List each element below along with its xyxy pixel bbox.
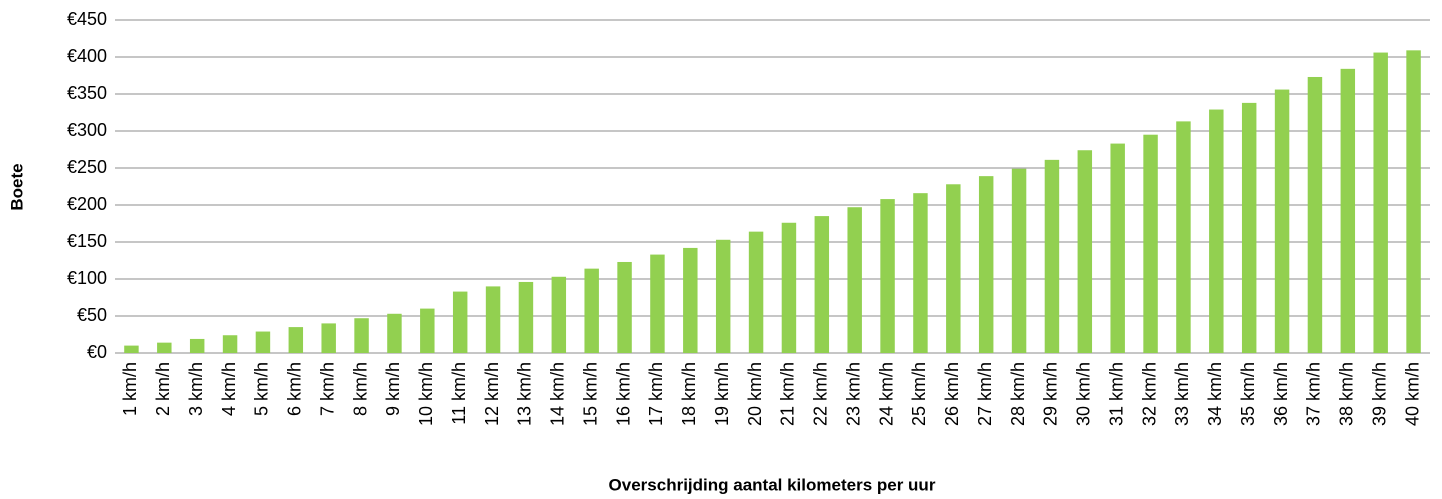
bar bbox=[222, 335, 238, 353]
bar bbox=[1044, 159, 1060, 353]
bar bbox=[1077, 150, 1093, 353]
x-tick-label: 23 km/h bbox=[843, 362, 863, 426]
bar bbox=[584, 268, 599, 353]
bar bbox=[1307, 76, 1323, 353]
y-tick-label: €150 bbox=[67, 231, 107, 251]
bar bbox=[157, 342, 172, 353]
bar bbox=[551, 276, 567, 353]
x-tick-label: 37 km/h bbox=[1304, 362, 1324, 426]
bar bbox=[946, 184, 961, 353]
x-tick-label: 24 km/h bbox=[876, 362, 896, 426]
bar bbox=[1373, 52, 1388, 354]
x-tick-label: 22 km/h bbox=[811, 362, 831, 426]
bar bbox=[715, 239, 731, 353]
x-tick-label: 9 km/h bbox=[383, 362, 403, 416]
bar bbox=[452, 291, 468, 353]
x-tick-label: 5 km/h bbox=[252, 362, 272, 416]
x-tick-label: 16 km/h bbox=[613, 362, 633, 426]
y-tick-label: €350 bbox=[67, 83, 107, 103]
x-tick-label: 6 km/h bbox=[285, 362, 305, 416]
bar bbox=[485, 286, 501, 353]
y-tick-label: €200 bbox=[67, 194, 107, 214]
bar bbox=[814, 216, 830, 353]
bar bbox=[781, 222, 797, 353]
bar bbox=[1110, 143, 1125, 353]
bar bbox=[1274, 89, 1290, 353]
bar bbox=[683, 247, 698, 353]
x-tick-label: 40 km/h bbox=[1402, 362, 1422, 426]
y-tick-label: €450 bbox=[67, 9, 107, 29]
bar bbox=[847, 207, 862, 353]
bar bbox=[354, 318, 369, 353]
bar bbox=[650, 254, 665, 353]
y-tick-label: €250 bbox=[67, 157, 107, 177]
bar bbox=[1406, 50, 1421, 354]
x-tick-label: 1 km/h bbox=[120, 362, 140, 416]
x-tick-label: 27 km/h bbox=[975, 362, 995, 426]
x-tick-label: 38 km/h bbox=[1337, 362, 1357, 426]
x-tick-label: 14 km/h bbox=[548, 362, 568, 426]
y-tick-label: €100 bbox=[67, 268, 107, 288]
x-tick-label: 34 km/h bbox=[1205, 362, 1225, 426]
bar bbox=[880, 199, 895, 353]
bar bbox=[1176, 121, 1191, 353]
x-tick-label: 8 km/h bbox=[350, 362, 370, 416]
x-tick-label: 13 km/h bbox=[515, 362, 535, 426]
bar bbox=[420, 308, 435, 353]
x-tick-label: 12 km/h bbox=[482, 362, 502, 426]
bar bbox=[913, 193, 928, 353]
bar bbox=[124, 345, 139, 353]
x-tick-label: 28 km/h bbox=[1008, 362, 1028, 426]
x-tick-label: 25 km/h bbox=[909, 362, 929, 426]
bar bbox=[288, 327, 304, 353]
bar bbox=[748, 231, 764, 353]
x-tick-label: 15 km/h bbox=[580, 362, 600, 426]
x-tick-label: 29 km/h bbox=[1041, 362, 1061, 426]
bar bbox=[321, 323, 336, 353]
x-tick-label: 21 km/h bbox=[778, 362, 798, 426]
y-tick-label: €400 bbox=[67, 46, 107, 66]
x-tick-label: 32 km/h bbox=[1139, 362, 1159, 426]
x-tick-label: 33 km/h bbox=[1172, 362, 1192, 426]
bar bbox=[617, 261, 632, 353]
bar bbox=[978, 176, 994, 353]
bar bbox=[1241, 102, 1257, 353]
bar bbox=[1209, 109, 1224, 353]
x-tick-label: 35 km/h bbox=[1238, 362, 1258, 426]
x-tick-label: 10 km/h bbox=[416, 362, 436, 426]
bar bbox=[1340, 68, 1356, 353]
x-tick-label: 11 km/h bbox=[449, 362, 469, 425]
x-tick-label: 3 km/h bbox=[186, 362, 206, 416]
y-tick-label: €50 bbox=[77, 305, 107, 325]
x-tick-label: 26 km/h bbox=[942, 362, 962, 426]
x-tick-label: 19 km/h bbox=[712, 362, 732, 426]
x-tick-label: 20 km/h bbox=[745, 362, 765, 426]
x-tick-label: 4 km/h bbox=[219, 362, 239, 416]
y-tick-label: €0 bbox=[87, 342, 107, 362]
x-tick-label: 17 km/h bbox=[646, 362, 666, 426]
bar bbox=[189, 338, 205, 353]
bar bbox=[1143, 134, 1158, 353]
x-tick-label: 36 km/h bbox=[1271, 362, 1291, 426]
y-axis-title: Boete bbox=[7, 163, 26, 210]
x-tick-label: 18 km/h bbox=[679, 362, 699, 426]
x-tick-label: 30 km/h bbox=[1074, 362, 1094, 426]
bar bbox=[1011, 168, 1027, 353]
bar bbox=[255, 331, 271, 353]
x-tick-label: 2 km/h bbox=[153, 362, 173, 416]
bar bbox=[387, 313, 402, 353]
x-tick-label: 7 km/h bbox=[317, 362, 337, 416]
x-tick-label: 31 km/h bbox=[1106, 362, 1126, 426]
x-axis-title: Overschrijding aantal kilometers per uur bbox=[609, 475, 936, 494]
bar bbox=[518, 281, 534, 353]
x-tick-label: 39 km/h bbox=[1369, 362, 1389, 426]
y-tick-label: €300 bbox=[67, 120, 107, 140]
